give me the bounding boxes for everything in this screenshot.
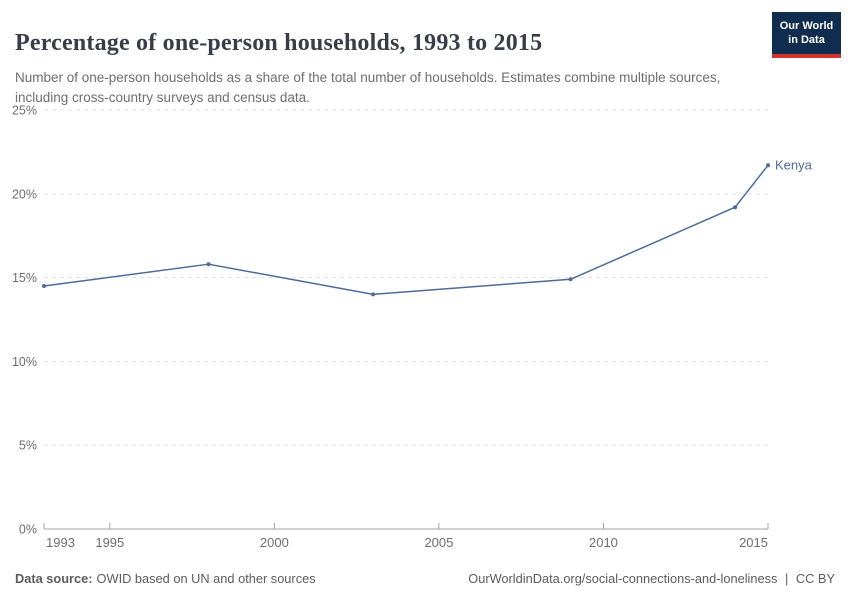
trend-line-kenya (43, 164, 769, 296)
y-tick-label: 10% (12, 355, 37, 369)
data-point[interactable] (42, 283, 46, 288)
footer-attribution: OurWorldinData.org/social-connections-an… (468, 571, 835, 586)
page-title: Percentage of one-person households, 199… (15, 30, 543, 57)
x-tick-label: 1993 (46, 535, 75, 550)
x-tick-label: 2010 (589, 535, 618, 550)
x-tick-label: 2005 (424, 535, 453, 550)
data-point[interactable] (206, 262, 211, 267)
chart-subtitle: Number of one-person households as a sha… (15, 69, 721, 106)
data-source-text: OWID based on UN and other sources (96, 571, 316, 586)
data-point[interactable] (766, 163, 770, 168)
data-source-note: Data source: OWID based on UN and other s… (15, 571, 316, 586)
chart-canvas: 0% 5% 10% 15% 20% 25% 1993 1995 2000 2005 2010 2015… (12, 104, 813, 551)
series-label-kenya[interactable]: Kenya (775, 157, 813, 172)
y-tick-label: 5% (19, 439, 37, 453)
x-tick-label: 2015 (739, 535, 768, 550)
y-tick-label: 0% (19, 523, 37, 537)
owid-url-link[interactable]: OurWorldinData.org/social-connections-an… (468, 571, 778, 586)
x-tick-label: 1995 (95, 535, 124, 550)
y-tick-label: 15% (12, 271, 37, 285)
data-point[interactable] (568, 277, 573, 282)
owid-logo-line1: Our World (779, 20, 834, 32)
x-tick-label: 2000 (260, 535, 289, 550)
y-tick-label: 25% (12, 104, 37, 118)
chart-footer: Data source: OWID based on UN and other s… (15, 571, 835, 586)
chart-area: 0% 5% 10% 15% 20% 25% 1993 1995 2000 2005 2010 2015… (0, 95, 850, 560)
owid-logo-line2: in Data (788, 34, 825, 47)
data-point[interactable] (371, 292, 376, 297)
data-point[interactable] (733, 205, 738, 210)
footer-separator: | (785, 571, 789, 586)
data-source-label: Data source: (15, 571, 93, 586)
owid-logo[interactable]: Our World in Data (772, 12, 841, 58)
y-tick-label: 20% (12, 187, 37, 201)
license-badge: CC BY (795, 571, 835, 586)
